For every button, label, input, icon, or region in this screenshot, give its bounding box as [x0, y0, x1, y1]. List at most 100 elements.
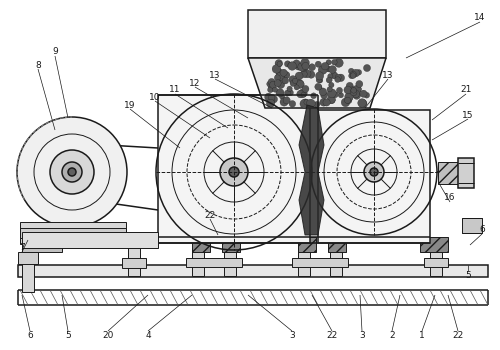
Bar [22, 240, 34, 292]
Circle shape [364, 162, 384, 182]
Circle shape [288, 90, 294, 96]
Circle shape [356, 80, 363, 88]
Circle shape [356, 70, 362, 75]
Circle shape [296, 90, 304, 98]
Circle shape [270, 81, 276, 89]
Circle shape [268, 78, 275, 86]
Text: 7: 7 [19, 244, 25, 252]
Polygon shape [222, 237, 240, 252]
Circle shape [277, 61, 282, 66]
Bar [430, 248, 442, 276]
Circle shape [318, 65, 327, 75]
Circle shape [328, 65, 336, 74]
Circle shape [316, 77, 322, 83]
Circle shape [353, 92, 360, 99]
Bar [186, 258, 242, 267]
Polygon shape [248, 58, 386, 108]
Text: 22: 22 [452, 330, 464, 340]
Circle shape [304, 99, 310, 105]
Circle shape [350, 73, 356, 78]
Circle shape [264, 93, 272, 101]
Text: 5: 5 [465, 271, 471, 280]
Circle shape [337, 74, 344, 82]
Circle shape [276, 80, 284, 89]
Circle shape [276, 69, 282, 75]
Circle shape [68, 168, 76, 176]
Circle shape [327, 95, 336, 104]
Text: 20: 20 [102, 330, 114, 340]
Circle shape [344, 97, 351, 104]
Circle shape [280, 94, 284, 99]
Circle shape [268, 94, 275, 100]
Bar [462, 218, 482, 233]
Circle shape [266, 99, 274, 107]
Circle shape [348, 68, 354, 74]
Circle shape [350, 71, 356, 78]
Circle shape [62, 162, 82, 182]
Circle shape [289, 100, 296, 107]
Circle shape [274, 75, 280, 81]
Text: 3: 3 [289, 330, 295, 340]
Circle shape [229, 167, 239, 177]
Polygon shape [192, 237, 210, 252]
Circle shape [287, 86, 292, 91]
Circle shape [330, 72, 338, 79]
Circle shape [270, 96, 278, 103]
Circle shape [360, 90, 367, 97]
Circle shape [326, 60, 332, 65]
Text: 6: 6 [479, 225, 485, 234]
Bar [20, 228, 126, 238]
Circle shape [295, 79, 304, 88]
Circle shape [318, 78, 323, 83]
Circle shape [328, 82, 334, 88]
Circle shape [335, 74, 342, 81]
Text: 22: 22 [204, 210, 216, 219]
Circle shape [306, 99, 315, 108]
Bar [424, 258, 448, 267]
Circle shape [284, 90, 290, 96]
Circle shape [296, 80, 304, 88]
Text: 13: 13 [209, 70, 221, 79]
Circle shape [334, 58, 343, 67]
Circle shape [300, 99, 309, 108]
Circle shape [353, 85, 362, 93]
Circle shape [323, 99, 330, 106]
Polygon shape [420, 237, 448, 252]
Circle shape [283, 71, 290, 79]
Circle shape [352, 69, 360, 77]
Circle shape [328, 97, 335, 104]
Circle shape [364, 92, 370, 98]
Circle shape [355, 86, 361, 92]
Circle shape [300, 63, 308, 71]
Circle shape [275, 60, 282, 67]
Circle shape [332, 60, 337, 65]
Circle shape [358, 99, 366, 107]
Circle shape [280, 98, 288, 106]
Circle shape [328, 89, 336, 98]
Circle shape [332, 92, 338, 98]
Text: 6: 6 [27, 330, 33, 340]
Bar [224, 248, 236, 276]
Circle shape [346, 82, 354, 90]
Bar [318, 110, 430, 243]
Bar [192, 248, 204, 276]
Bar [292, 258, 348, 267]
Circle shape [351, 88, 356, 93]
Circle shape [315, 61, 322, 67]
Bar [438, 162, 462, 184]
Circle shape [328, 74, 333, 79]
Text: 22: 22 [326, 330, 338, 340]
Circle shape [325, 66, 330, 71]
Text: 13: 13 [382, 70, 394, 79]
Circle shape [326, 67, 332, 72]
Circle shape [268, 87, 274, 93]
Circle shape [300, 70, 308, 78]
Circle shape [314, 102, 320, 107]
Circle shape [302, 99, 310, 107]
Text: 2: 2 [389, 330, 395, 340]
Circle shape [336, 88, 342, 93]
Circle shape [295, 72, 303, 80]
Circle shape [317, 85, 322, 90]
Bar [248, 10, 386, 58]
Text: 19: 19 [124, 100, 136, 110]
